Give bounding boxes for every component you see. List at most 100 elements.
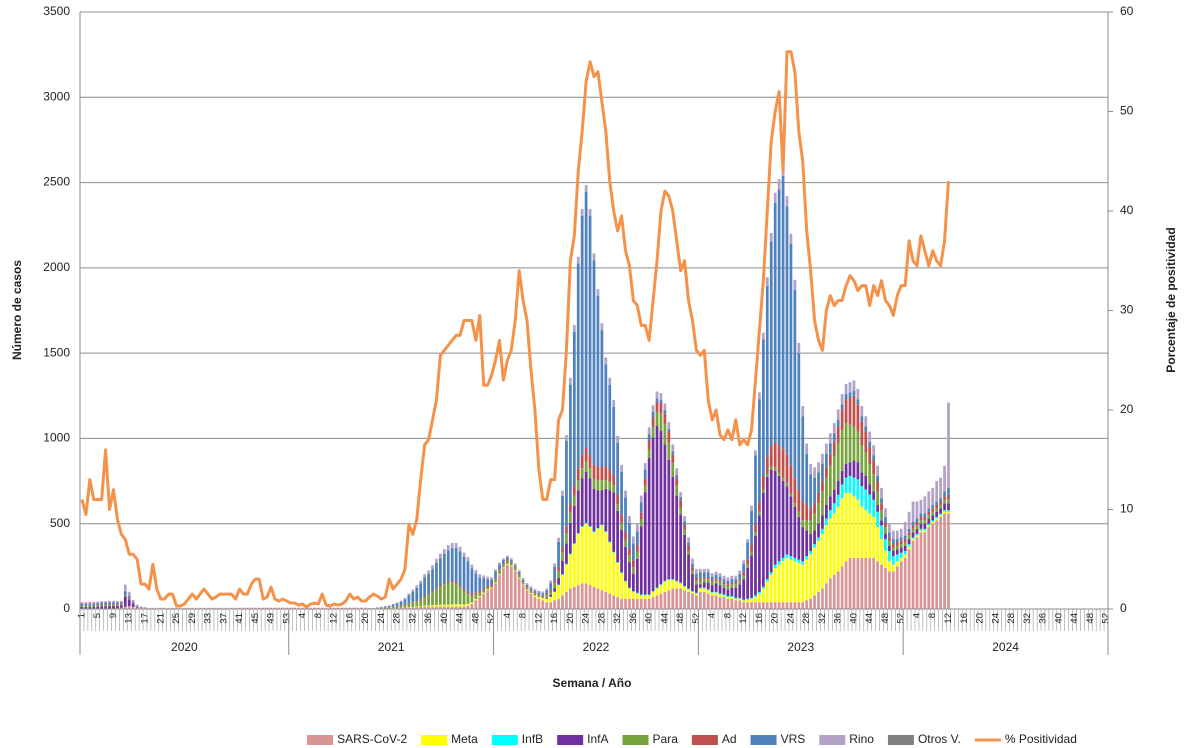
bar-segment: [706, 582, 710, 590]
bar-segment: [726, 597, 730, 599]
bar-segment: [96, 601, 100, 603]
bar-segment: [836, 506, 840, 572]
bar-segment: [600, 524, 604, 526]
bar-segment: [903, 542, 907, 546]
bar-segment: [553, 583, 556, 589]
bar-segment: [572, 505, 576, 544]
bar-segment: [706, 572, 710, 578]
bar-segment: [746, 559, 749, 565]
y-tick-label: 1500: [43, 345, 70, 359]
x-tick-label: 28: [392, 613, 403, 624]
bar-segment: [580, 215, 584, 455]
bar-segment: [470, 593, 474, 596]
bar-segment: [655, 391, 659, 399]
bar-segment: [750, 505, 753, 511]
bar-segment: [832, 513, 836, 575]
bar-segment: [817, 462, 820, 473]
bar-segment: [628, 562, 631, 588]
bar-segment: [490, 586, 493, 588]
bar-segment: [769, 602, 773, 609]
bar-segment: [923, 520, 927, 524]
bar-segment: [931, 487, 935, 505]
legend-label: InfB: [522, 732, 543, 746]
bar-segment: [714, 580, 718, 584]
bar-segment: [584, 522, 588, 524]
bar-segment: [667, 432, 671, 443]
bar-segment: [671, 454, 675, 464]
bar-segment: [643, 598, 647, 609]
bar-segment: [943, 491, 946, 497]
bar-segment: [529, 589, 533, 591]
bar-segment: [509, 558, 513, 561]
legend-swatch: [750, 735, 777, 745]
bar-segment: [797, 516, 801, 560]
bar-segment: [797, 353, 801, 490]
bar-segment: [923, 523, 927, 529]
bar-segment: [92, 606, 96, 609]
bar-segment: [813, 530, 816, 545]
bar-segment: [891, 539, 895, 545]
bar-segment: [860, 486, 864, 507]
bar-segment: [659, 413, 663, 431]
bar-segment: [454, 604, 458, 607]
bar-segment: [714, 583, 718, 592]
bar-segment: [119, 600, 123, 603]
bar-segment: [895, 549, 899, 555]
bar-segment: [517, 570, 521, 572]
bar-segment: [454, 548, 458, 583]
bar-segment: [407, 593, 411, 596]
bar-segment: [710, 591, 714, 593]
x-tick-label: 32: [407, 613, 418, 624]
bar-segment: [517, 573, 521, 575]
x-tick-label: 32: [817, 613, 828, 624]
bar-segment: [112, 605, 115, 609]
bar-segment: [888, 532, 891, 538]
bar-segment: [671, 580, 675, 589]
bar-segment: [498, 574, 501, 575]
bar-segment: [927, 508, 931, 512]
bar-segment: [415, 600, 419, 602]
bar-segment: [119, 607, 123, 609]
y-tick-label: 1000: [43, 431, 70, 445]
bar-segment: [533, 589, 537, 591]
bar-segment: [513, 565, 517, 567]
bar-segment: [545, 595, 549, 598]
bar-segment: [888, 561, 891, 572]
bar-segment: [572, 324, 576, 332]
legend-label: Rino: [849, 732, 874, 746]
bar-segment: [758, 602, 761, 609]
bar-segment: [821, 533, 824, 589]
x-tick-label: 20: [975, 613, 986, 624]
bar-segment: [789, 602, 793, 609]
bar-segment: [588, 454, 592, 469]
bar-segment: [675, 588, 679, 609]
bar-segment: [718, 580, 722, 582]
bar-segment: [600, 480, 604, 491]
bar-segment: [785, 482, 789, 487]
bar-segment: [127, 599, 131, 607]
bar-segment: [541, 595, 545, 598]
bar-segment: [813, 595, 816, 609]
bar-segment: [565, 533, 568, 544]
bar-segment: [565, 591, 568, 609]
bar-segment: [935, 508, 939, 512]
bar-segment: [746, 599, 749, 603]
bar-segment: [442, 604, 446, 607]
bar-segment: [813, 547, 816, 596]
bar-segment: [832, 503, 836, 514]
bar-segment: [789, 496, 793, 557]
bar-segment: [695, 593, 698, 596]
bar-segment: [714, 592, 718, 596]
bar-segment: [431, 592, 434, 606]
bar-segment: [734, 584, 738, 588]
bar-segment: [624, 497, 627, 532]
bar-segment: [702, 579, 706, 583]
bar-segment: [572, 485, 576, 496]
bar-segment: [679, 507, 683, 515]
bar-segment: [509, 566, 513, 609]
x-tick-label: 33: [203, 613, 214, 624]
bar-segment: [687, 545, 690, 552]
bar-segment: [702, 591, 706, 609]
bar-segment: [691, 567, 694, 571]
bar-segment: [466, 561, 470, 592]
